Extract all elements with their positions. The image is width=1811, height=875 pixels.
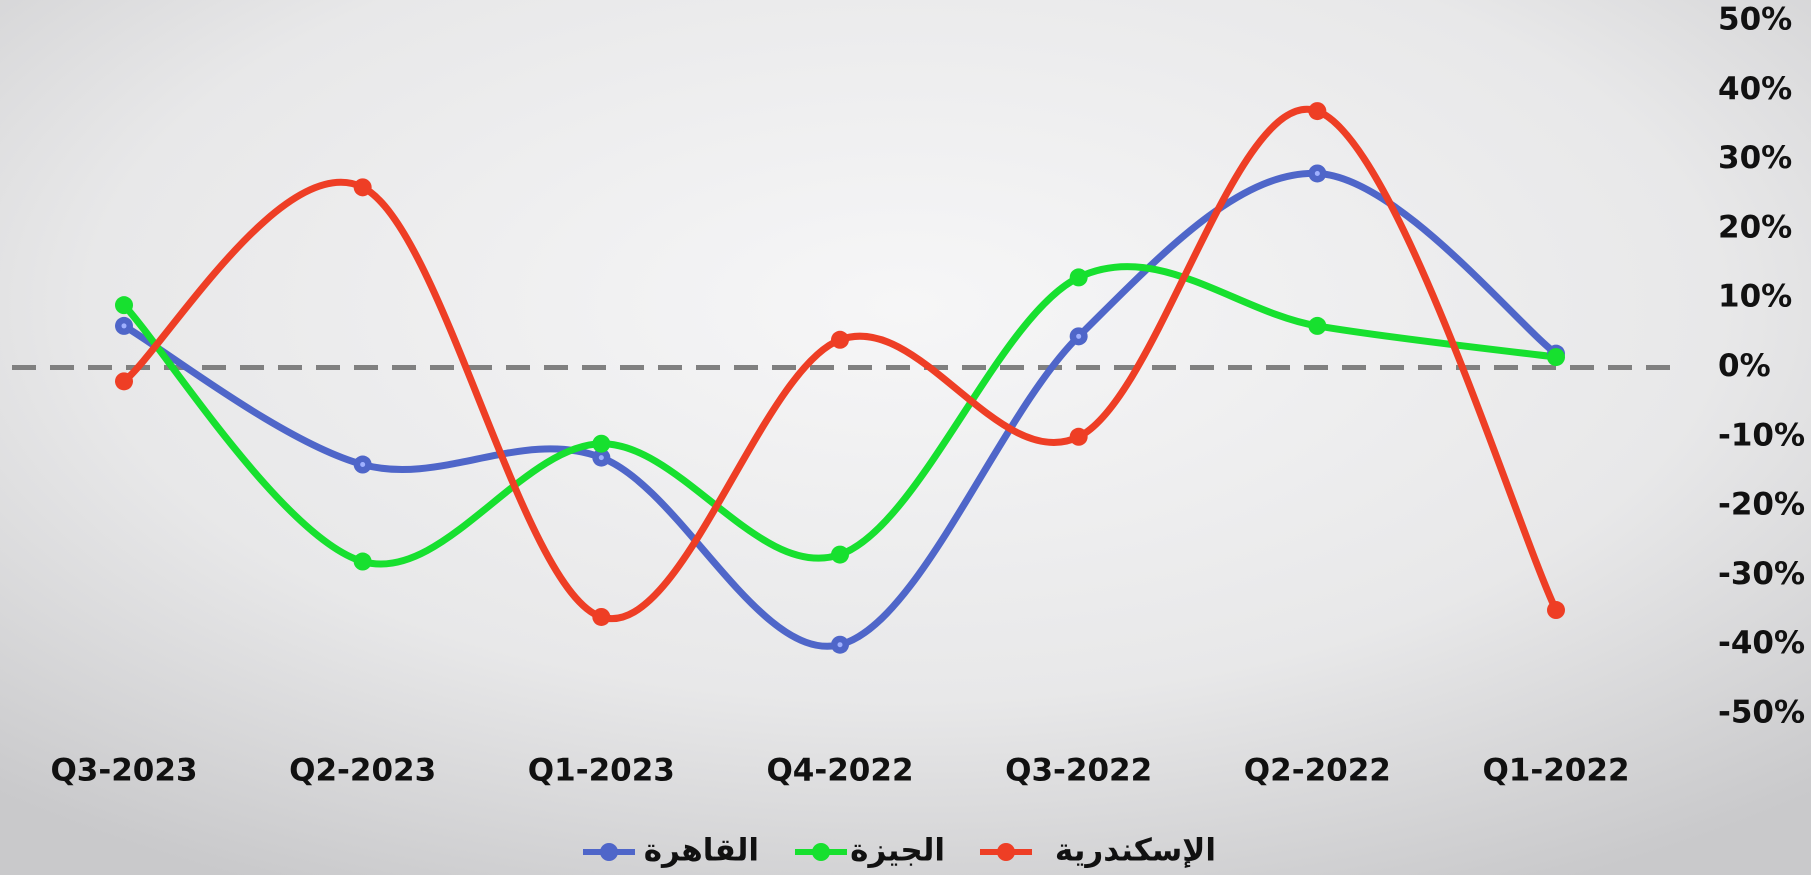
point-marker xyxy=(831,330,849,349)
point-marker xyxy=(592,434,611,453)
legend-marker xyxy=(600,843,618,861)
point-marker xyxy=(353,178,372,197)
y-tick-label: -20% xyxy=(1718,487,1805,523)
point-dot xyxy=(598,455,604,461)
point-dot xyxy=(837,642,843,648)
point-marker xyxy=(1308,316,1327,335)
point-marker xyxy=(353,552,372,571)
legend-marker xyxy=(812,843,830,861)
point-dot xyxy=(121,323,127,329)
x-tick-label: Q2-2023 xyxy=(289,753,436,789)
y-tick-label: 30% xyxy=(1718,140,1792,176)
x-tick-label: Q3-2023 xyxy=(50,753,197,789)
point-marker xyxy=(831,545,849,564)
point-marker xyxy=(1308,102,1327,121)
legend-label: القاهرة xyxy=(644,833,759,869)
y-tick-label: 40% xyxy=(1718,71,1792,107)
y-tick-label: 20% xyxy=(1718,209,1792,245)
y-tick-label: -50% xyxy=(1718,695,1805,731)
point-marker xyxy=(592,607,611,626)
x-tick-label: Q1-2022 xyxy=(1482,753,1629,789)
x-tick-label: Q1-2023 xyxy=(528,753,675,789)
y-tick-label: 0% xyxy=(1718,348,1771,384)
y-tick-label: -30% xyxy=(1718,556,1805,592)
point-dot xyxy=(1076,333,1082,339)
x-tick-label: Q2-2022 xyxy=(1244,753,1391,789)
point-marker xyxy=(1547,348,1565,367)
y-tick-label: -40% xyxy=(1718,625,1805,661)
legend-label: الإسكندرية xyxy=(1055,833,1216,869)
legend-label: الجيزة xyxy=(850,833,945,869)
x-tick-label: Q3-2022 xyxy=(1005,753,1152,789)
point-dot xyxy=(360,462,366,468)
point-marker xyxy=(1069,427,1088,446)
point-marker xyxy=(115,296,133,315)
point-marker xyxy=(115,372,133,391)
point-dot xyxy=(1314,170,1320,176)
x-tick-label: Q4-2022 xyxy=(766,753,913,789)
legend-marker xyxy=(997,843,1015,861)
y-tick-label: 10% xyxy=(1718,279,1792,315)
y-tick-label: -10% xyxy=(1718,417,1805,453)
y-tick-label: 50% xyxy=(1718,2,1792,38)
point-marker xyxy=(1069,268,1088,287)
point-marker xyxy=(1547,601,1565,620)
